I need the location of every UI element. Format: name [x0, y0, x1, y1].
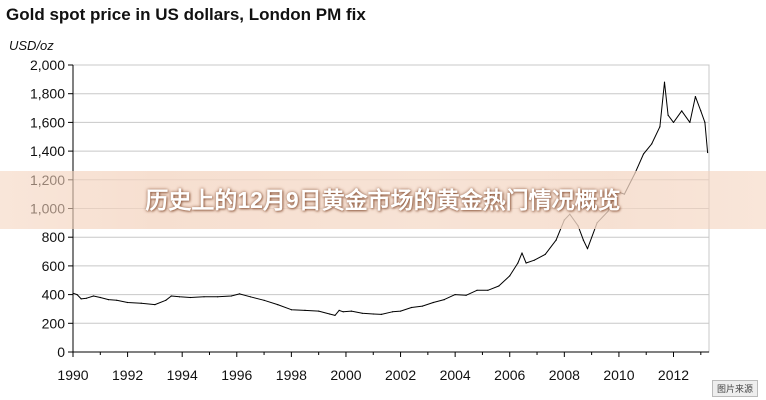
data-point: [659, 126, 661, 128]
banner-text: 历史上的12月9日黄金市场的黄金热门情况概览: [145, 187, 621, 213]
x-tick-label: 2012: [658, 367, 689, 383]
x-tick-label: 1994: [167, 367, 198, 383]
data-point: [165, 299, 167, 301]
data-point: [582, 239, 585, 241]
data-point: [277, 304, 279, 306]
data-point: [334, 314, 336, 316]
y-axis-unit-label: USD/oz: [9, 38, 54, 53]
y-tick-label: 1,600: [30, 114, 65, 130]
data-point: [509, 275, 511, 277]
data-point: [290, 309, 292, 311]
chart-title: Gold spot price in US dollars, London PM…: [6, 5, 366, 24]
y-tick-label: 400: [42, 287, 66, 303]
x-tick-label: 1998: [276, 367, 307, 383]
data-point: [533, 259, 535, 261]
data-point: [487, 289, 489, 291]
data-point: [443, 299, 445, 301]
data-point: [689, 121, 691, 123]
data-point: [517, 262, 519, 264]
x-tick-label: 1992: [112, 367, 143, 383]
data-point: [681, 110, 683, 112]
data-point: [454, 294, 456, 296]
data-point: [338, 309, 340, 311]
data-point: [410, 306, 413, 309]
data-point: [400, 310, 402, 312]
data-point: [80, 298, 82, 300]
y-tick-label: 0: [57, 344, 65, 360]
data-point: [127, 301, 129, 304]
data-point: [99, 296, 101, 299]
y-tick-label: 600: [42, 258, 66, 274]
x-tick-label: 2002: [385, 367, 416, 383]
data-point: [544, 253, 546, 255]
data-point: [116, 299, 118, 301]
data-point: [263, 299, 265, 301]
data-point: [372, 313, 374, 315]
x-tick-label: 2000: [330, 367, 361, 383]
y-tick-label: 2,000: [30, 57, 65, 73]
data-point: [361, 312, 363, 314]
data-point: [318, 310, 320, 312]
data-point: [476, 289, 478, 291]
x-tick-label: 2008: [549, 367, 580, 383]
x-axis-ticks: 1990 1992 1994 1996 1998 2000 2002 2004 2006 2008…: [57, 352, 702, 383]
data-point: [238, 293, 241, 295]
data-point: [217, 296, 219, 298]
x-tick-label: 1996: [221, 367, 252, 383]
data-point: [249, 296, 251, 298]
x-tick-label: 2004: [440, 367, 471, 383]
data-point: [586, 248, 589, 250]
data-point: [498, 285, 500, 287]
data-point: [203, 296, 205, 298]
data-point: [521, 252, 523, 254]
data-point: [525, 262, 527, 264]
y-tick-label: 1,800: [30, 86, 65, 102]
x-tick-label: 2010: [603, 367, 634, 383]
data-point: [667, 114, 669, 116]
title-banner: 历史上的12月9日黄金市场的黄金热门情况概览: [0, 171, 766, 229]
y-tick-label: 200: [42, 315, 66, 331]
data-point: [140, 302, 142, 304]
data-point: [342, 311, 344, 313]
data-point: [154, 304, 156, 306]
data-point: [555, 239, 557, 241]
data-point: [651, 143, 653, 145]
data-point: [672, 121, 675, 123]
data-point: [72, 292, 74, 294]
data-point: [304, 309, 306, 311]
data-point: [170, 295, 172, 297]
data-point: [329, 313, 331, 315]
data-point: [86, 297, 88, 299]
data-point: [92, 295, 95, 297]
data-point: [707, 151, 709, 154]
x-tick-label: 2006: [494, 367, 525, 383]
y-tick-label: 800: [42, 229, 66, 245]
data-point: [642, 153, 645, 155]
watermark: 图片来源: [711, 380, 758, 397]
data-point: [432, 301, 434, 304]
data-point: [76, 294, 78, 296]
data-point: [380, 313, 382, 315]
data-point: [107, 299, 110, 301]
x-tick-label: 1990: [57, 367, 88, 383]
data-point: [189, 296, 191, 299]
y-tick-label: 1,400: [30, 143, 65, 159]
data-point: [230, 295, 232, 297]
data-point: [704, 121, 706, 123]
data-point: [694, 96, 697, 98]
data-point: [391, 311, 393, 313]
data-point: [350, 310, 352, 312]
data-point: [700, 110, 702, 112]
data-point: [178, 296, 181, 298]
data-point: [421, 305, 423, 307]
data-point: [465, 294, 467, 296]
data-point: [663, 81, 666, 83]
